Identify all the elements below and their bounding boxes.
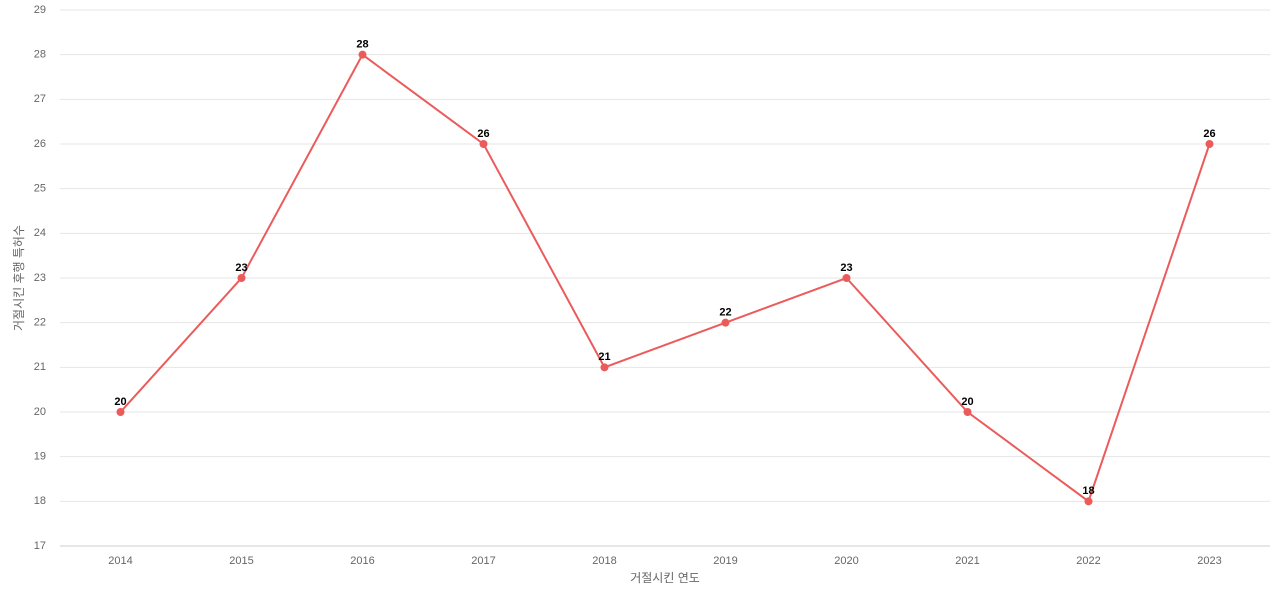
x-tick-label: 2016	[350, 555, 374, 567]
data-label: 21	[598, 351, 610, 363]
x-tick-label: 2014	[108, 555, 132, 567]
y-tick-label: 22	[34, 317, 46, 329]
x-tick-label: 2018	[592, 555, 616, 567]
y-tick-label: 27	[34, 93, 46, 105]
data-label: 23	[235, 262, 247, 274]
data-label: 22	[719, 307, 731, 319]
data-point	[1084, 497, 1093, 506]
x-tick-label: 2015	[229, 555, 253, 567]
data-point	[116, 408, 125, 416]
data-point	[963, 408, 972, 416]
data-point	[237, 274, 246, 282]
data-label: 23	[840, 262, 852, 274]
y-tick-label: 23	[34, 272, 46, 284]
data-point	[479, 140, 488, 148]
data-point	[1205, 140, 1214, 148]
y-tick-label: 24	[34, 227, 46, 239]
x-tick-label: 2023	[1197, 555, 1221, 567]
data-point	[842, 274, 851, 282]
data-point	[721, 318, 730, 327]
y-tick-label: 18	[34, 495, 46, 507]
data-label: 28	[356, 39, 368, 51]
y-tick-label: 20	[34, 406, 46, 418]
y-tick-label: 25	[34, 183, 46, 195]
y-tick-label: 19	[34, 451, 46, 463]
x-tick-label: 2022	[1076, 555, 1100, 567]
x-tick-label: 2020	[834, 555, 858, 567]
x-tick-label: 2017	[471, 555, 495, 567]
data-label: 26	[477, 128, 489, 140]
data-point	[358, 50, 367, 59]
line-series	[119, 53, 1211, 503]
y-tick-label: 29	[34, 4, 46, 16]
data-label: 26	[1203, 128, 1215, 140]
y-tick-label: 26	[34, 138, 46, 150]
y-tick-label: 17	[34, 540, 46, 552]
y-axis-title: 거절시킨 후행 특허수	[11, 225, 26, 331]
x-tick-label: 2019	[713, 555, 737, 567]
y-tick-label: 28	[34, 49, 46, 61]
data-label: 20	[961, 396, 973, 408]
y-tick-label: 21	[34, 361, 46, 373]
x-tick-label: 2021	[955, 555, 979, 567]
data-point	[600, 363, 609, 372]
x-axis-title: 거절시킨 연도	[630, 571, 700, 585]
data-label: 20	[114, 396, 126, 408]
data-label: 18	[1082, 485, 1094, 497]
